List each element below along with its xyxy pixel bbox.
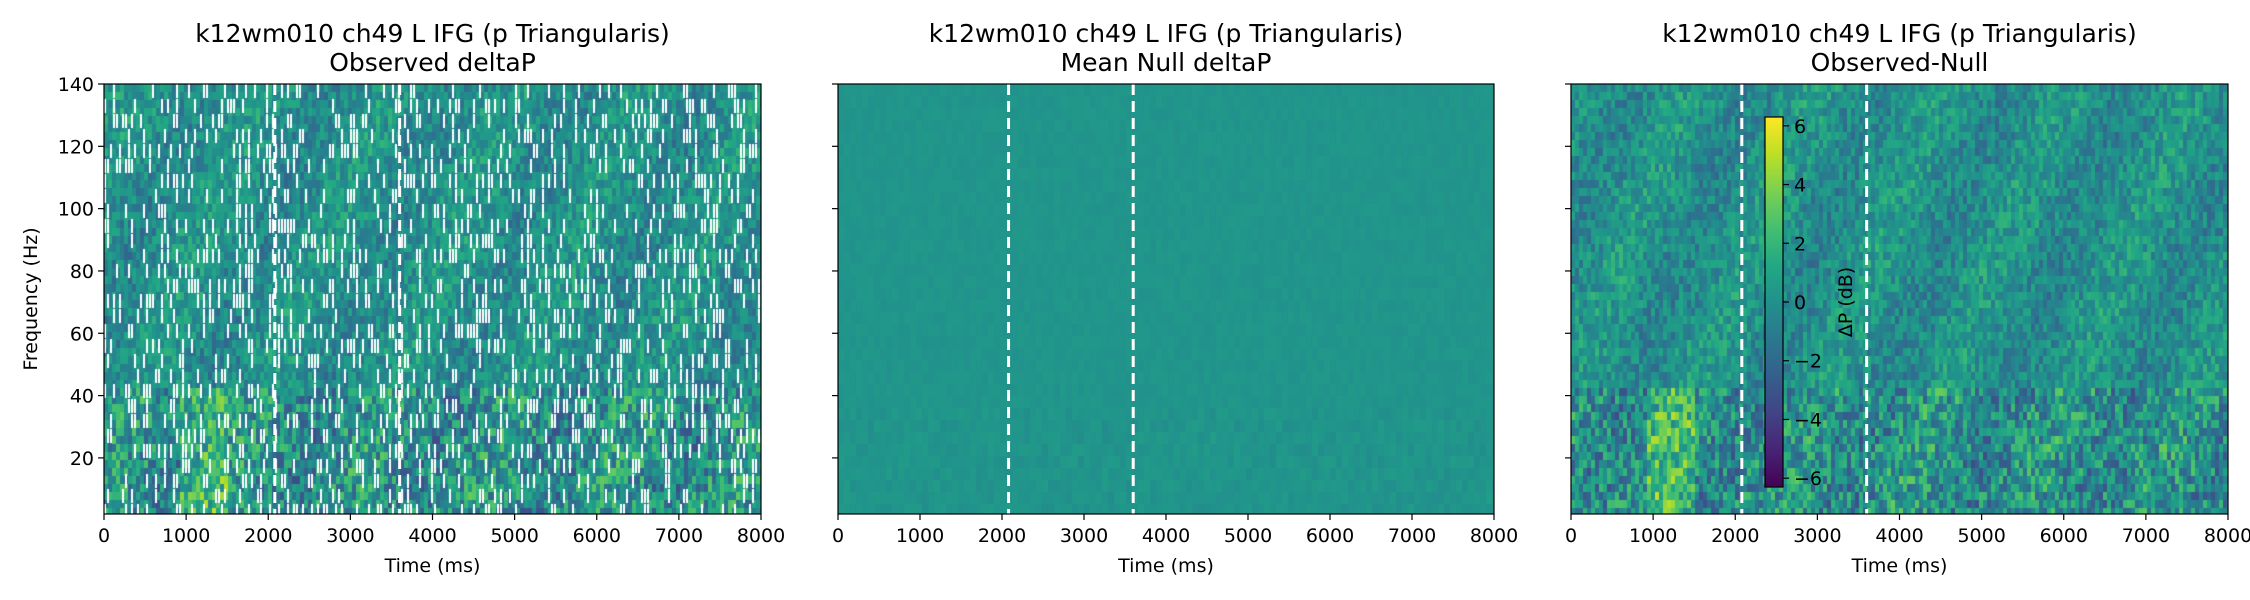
heatmap-image — [104, 84, 761, 514]
y-tick-label: 100 — [58, 199, 94, 221]
x-tick-label: 0 — [98, 525, 110, 547]
panel-2: 0 1000 2000 3000 4000 5000 6000 7000 8000 k12wm01… — [832, 19, 1518, 577]
x-tick-label: 3000 — [1793, 525, 1841, 547]
x-tick-label: 3000 — [1060, 525, 1108, 547]
heatmap-image — [838, 84, 1494, 514]
colorbar-tick-label: 2 — [1794, 233, 1806, 255]
colorbar: −6 −4 −2 0 2 4 6 ΔP (dB) — [1764, 116, 1857, 490]
colorbar-scale — [1764, 116, 1784, 488]
chart-title: k12wm010 ch49 L IFG (p Triangularis) — [195, 19, 670, 48]
colorbar-tick-label: −2 — [1794, 351, 1822, 373]
chart-title: k12wm010 ch49 L IFG (p Triangularis) — [1662, 19, 2137, 48]
x-tick-label: 8000 — [1470, 525, 1518, 547]
x-tick-label: 5000 — [1224, 525, 1272, 547]
y-tick-label: 140 — [58, 74, 94, 96]
y-axis-label: Frequency (Hz) — [20, 227, 42, 370]
x-tick-label: 6000 — [1306, 525, 1354, 547]
chart-subtitle: Mean Null deltaP — [1061, 48, 1272, 77]
colorbar-tick-label: 4 — [1794, 175, 1806, 197]
x-tick-label: 2000 — [1711, 525, 1759, 547]
x-axis-label: Time (ms) — [384, 555, 481, 577]
colorbar-tick-label: 0 — [1794, 292, 1806, 314]
colorbar-label: ΔP (dB) — [1835, 267, 1857, 337]
chart-title: k12wm010 ch49 L IFG (p Triangularis) — [929, 19, 1404, 48]
x-tick-label: 4000 — [408, 525, 456, 547]
x-tick-label: 7000 — [2122, 525, 2170, 547]
x-tick-label: 2000 — [978, 525, 1026, 547]
chart-subtitle: Observed-Null — [1811, 48, 1989, 77]
heatmap-image — [1571, 84, 2228, 514]
x-tick-label: 1000 — [162, 525, 210, 547]
x-axis-label: Time (ms) — [1117, 555, 1214, 577]
x-tick-label: 1000 — [896, 525, 944, 547]
x-tick-label: 0 — [1565, 525, 1577, 547]
y-tick-label: 40 — [70, 386, 94, 408]
x-tick-label: 1000 — [1629, 525, 1677, 547]
y-tick-label: 80 — [70, 261, 94, 283]
x-tick-label: 5000 — [490, 525, 538, 547]
chart-subtitle: Observed deltaP — [329, 48, 536, 77]
x-tick-label: 0 — [832, 525, 844, 547]
x-tick-label: 4000 — [1142, 525, 1190, 547]
x-tick-label: 2000 — [244, 525, 292, 547]
x-tick-label: 6000 — [573, 525, 621, 547]
x-axis-label: Time (ms) — [1851, 555, 1948, 577]
colorbar-tick-label: 6 — [1794, 116, 1806, 138]
x-tick-label: 6000 — [2040, 525, 2088, 547]
panel-1: 0 1000 2000 3000 4000 5000 6000 7000 8000 20 40 60 8… — [20, 19, 785, 577]
panel-3: 0 1000 2000 3000 4000 5000 6000 7000 8000 k12wm01… — [1565, 19, 2250, 577]
y-tick-label: 120 — [58, 136, 94, 158]
x-tick-label: 5000 — [1957, 525, 2005, 547]
x-tick-label: 8000 — [737, 525, 785, 547]
x-tick-label: 3000 — [326, 525, 374, 547]
x-tick-label: 7000 — [1388, 525, 1436, 547]
y-tick-label: 60 — [70, 323, 94, 345]
x-tick-label: 4000 — [1875, 525, 1923, 547]
x-tick-label: 7000 — [655, 525, 703, 547]
y-tick-label: 20 — [70, 448, 94, 470]
colorbar-tick-label: −6 — [1794, 468, 1822, 490]
x-tick-label: 8000 — [2204, 525, 2250, 547]
colorbar-tick-label: −4 — [1794, 409, 1822, 431]
